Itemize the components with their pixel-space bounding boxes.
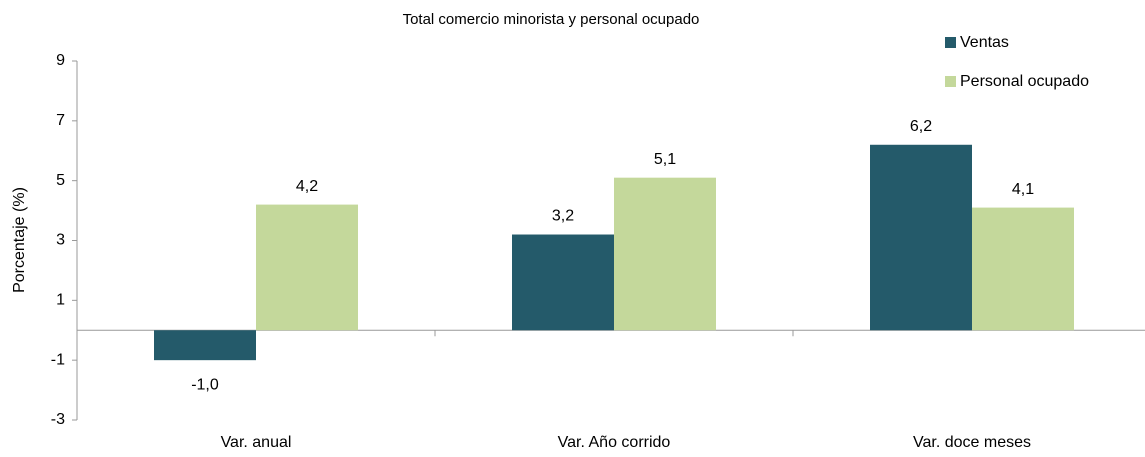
legend-swatch bbox=[945, 76, 956, 87]
chart-title: Total comercio minorista y personal ocup… bbox=[403, 11, 700, 28]
value-label: 4,1 bbox=[1012, 181, 1034, 198]
bar bbox=[256, 204, 358, 331]
bar bbox=[972, 207, 1074, 331]
value-label: -1,0 bbox=[191, 376, 219, 393]
y-tick-label: 7 bbox=[56, 112, 65, 129]
legend-label: Personal ocupado bbox=[960, 73, 1089, 90]
value-label: 3,2 bbox=[552, 208, 574, 225]
y-tick-label: 3 bbox=[56, 232, 65, 249]
y-tick-label: -1 bbox=[51, 351, 65, 368]
bar bbox=[870, 144, 972, 331]
x-tick-label: Var. doce meses bbox=[913, 434, 1031, 451]
y-axis-label: Porcentaje (%) bbox=[11, 187, 28, 293]
value-label: 4,2 bbox=[296, 178, 318, 195]
y-tick-label: 1 bbox=[56, 292, 65, 309]
x-tick-label: Var. Año corrido bbox=[558, 434, 671, 451]
bar bbox=[512, 234, 614, 331]
bar bbox=[154, 330, 256, 361]
bar bbox=[614, 177, 716, 331]
x-tick-label: Var. anual bbox=[221, 434, 292, 451]
y-tick-label: -3 bbox=[51, 411, 65, 428]
value-label: 6,2 bbox=[910, 118, 932, 135]
y-tick-label: 9 bbox=[56, 52, 65, 69]
value-label: 5,1 bbox=[654, 151, 676, 168]
legend-label: Ventas bbox=[960, 34, 1009, 51]
y-tick-label: 5 bbox=[56, 172, 65, 189]
legend-swatch bbox=[945, 37, 956, 48]
